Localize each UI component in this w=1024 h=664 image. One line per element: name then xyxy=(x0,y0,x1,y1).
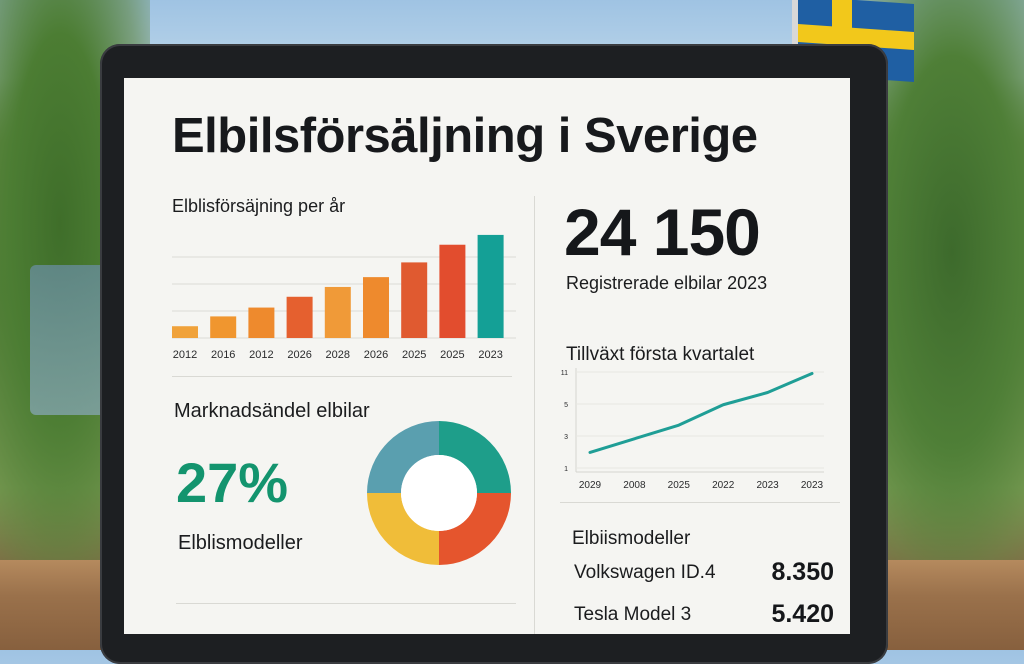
bar-chart: 2012 2016 2012 2026 2028 2026 2025 2025 2023 xyxy=(172,234,516,361)
x-tick-label: 2023 xyxy=(801,480,824,491)
bar-tick-label: 2012 xyxy=(173,349,197,361)
market-share-subtitle: Elblismodeller xyxy=(178,532,303,554)
x-tick-label: 2029 xyxy=(579,480,602,491)
donut-slice xyxy=(439,421,511,493)
section-divider xyxy=(176,603,516,604)
bar xyxy=(324,286,351,338)
bar xyxy=(286,296,313,338)
x-tick-label: 2025 xyxy=(668,480,691,491)
bar-tick-label: 2026 xyxy=(287,349,311,361)
x-tick-label: 2022 xyxy=(712,480,735,491)
registered-count-label: Registrerade elbilar 2023 xyxy=(566,273,768,293)
registered-count: 24 150 xyxy=(564,195,761,269)
x-tick-label: 2008 xyxy=(623,480,646,491)
y-tick-label: 3 xyxy=(564,434,568,441)
model-count: 5.420 xyxy=(771,600,834,628)
donut-slice xyxy=(439,493,511,565)
bar-tick-label: 2028 xyxy=(326,349,350,361)
y-tick-label: 1 xyxy=(564,466,568,473)
section-divider xyxy=(560,502,840,503)
donut-hole xyxy=(401,455,477,531)
column-divider xyxy=(534,196,535,634)
donut-chart xyxy=(367,421,511,565)
background-lake xyxy=(30,265,110,415)
model-name: Tesla Model 3 xyxy=(574,604,692,625)
bar-tick-label: 2016 xyxy=(211,349,235,361)
y-tick-label: 11 xyxy=(561,370,568,377)
model-row: Volkswagen ID.4 8.350 xyxy=(574,558,834,592)
bar xyxy=(477,234,504,338)
growth-chart-title: Tillväxt första kvartalet xyxy=(566,344,755,365)
x-tick-label: 2023 xyxy=(756,480,779,491)
section-divider xyxy=(172,376,512,377)
donut-slice xyxy=(367,493,439,565)
models-title: Elbiismodeller xyxy=(572,528,691,549)
bar xyxy=(210,316,237,338)
bar-tick-label: 2026 xyxy=(364,349,388,361)
bar-tick-label: 2025 xyxy=(402,349,426,361)
line-chart: 1 3 5 11 2029 2008 2025 2022 2023 2023 xyxy=(561,368,824,491)
page-title: Elbilsförsäljning i Sverige xyxy=(172,109,758,163)
model-count: 8.350 xyxy=(771,558,834,586)
bar xyxy=(363,277,389,338)
bar-tick-label: 2023 xyxy=(478,349,502,361)
bar-chart-title: Elblisförsäjning per år xyxy=(172,196,346,216)
growth-line xyxy=(588,371,814,454)
donut-slice xyxy=(367,421,439,493)
y-tick-label: 5 xyxy=(564,402,568,409)
model-name: Volkswagen ID.4 xyxy=(574,562,716,583)
bar xyxy=(401,262,428,338)
bar-tick-label: 2025 xyxy=(440,349,464,361)
bar xyxy=(248,307,275,338)
bar xyxy=(172,326,198,338)
flag-pole xyxy=(792,0,798,60)
market-share-title: Marknadsändel elbilar xyxy=(174,400,370,422)
bar xyxy=(439,244,466,338)
market-share-value: 27% xyxy=(176,451,289,514)
model-row: Tesla Model 3 5.420 xyxy=(574,600,834,634)
bar-tick-label: 2012 xyxy=(249,349,273,361)
laptop-screen: Elbilsförsäljning i Sverige Elblisförsäj… xyxy=(124,78,850,634)
